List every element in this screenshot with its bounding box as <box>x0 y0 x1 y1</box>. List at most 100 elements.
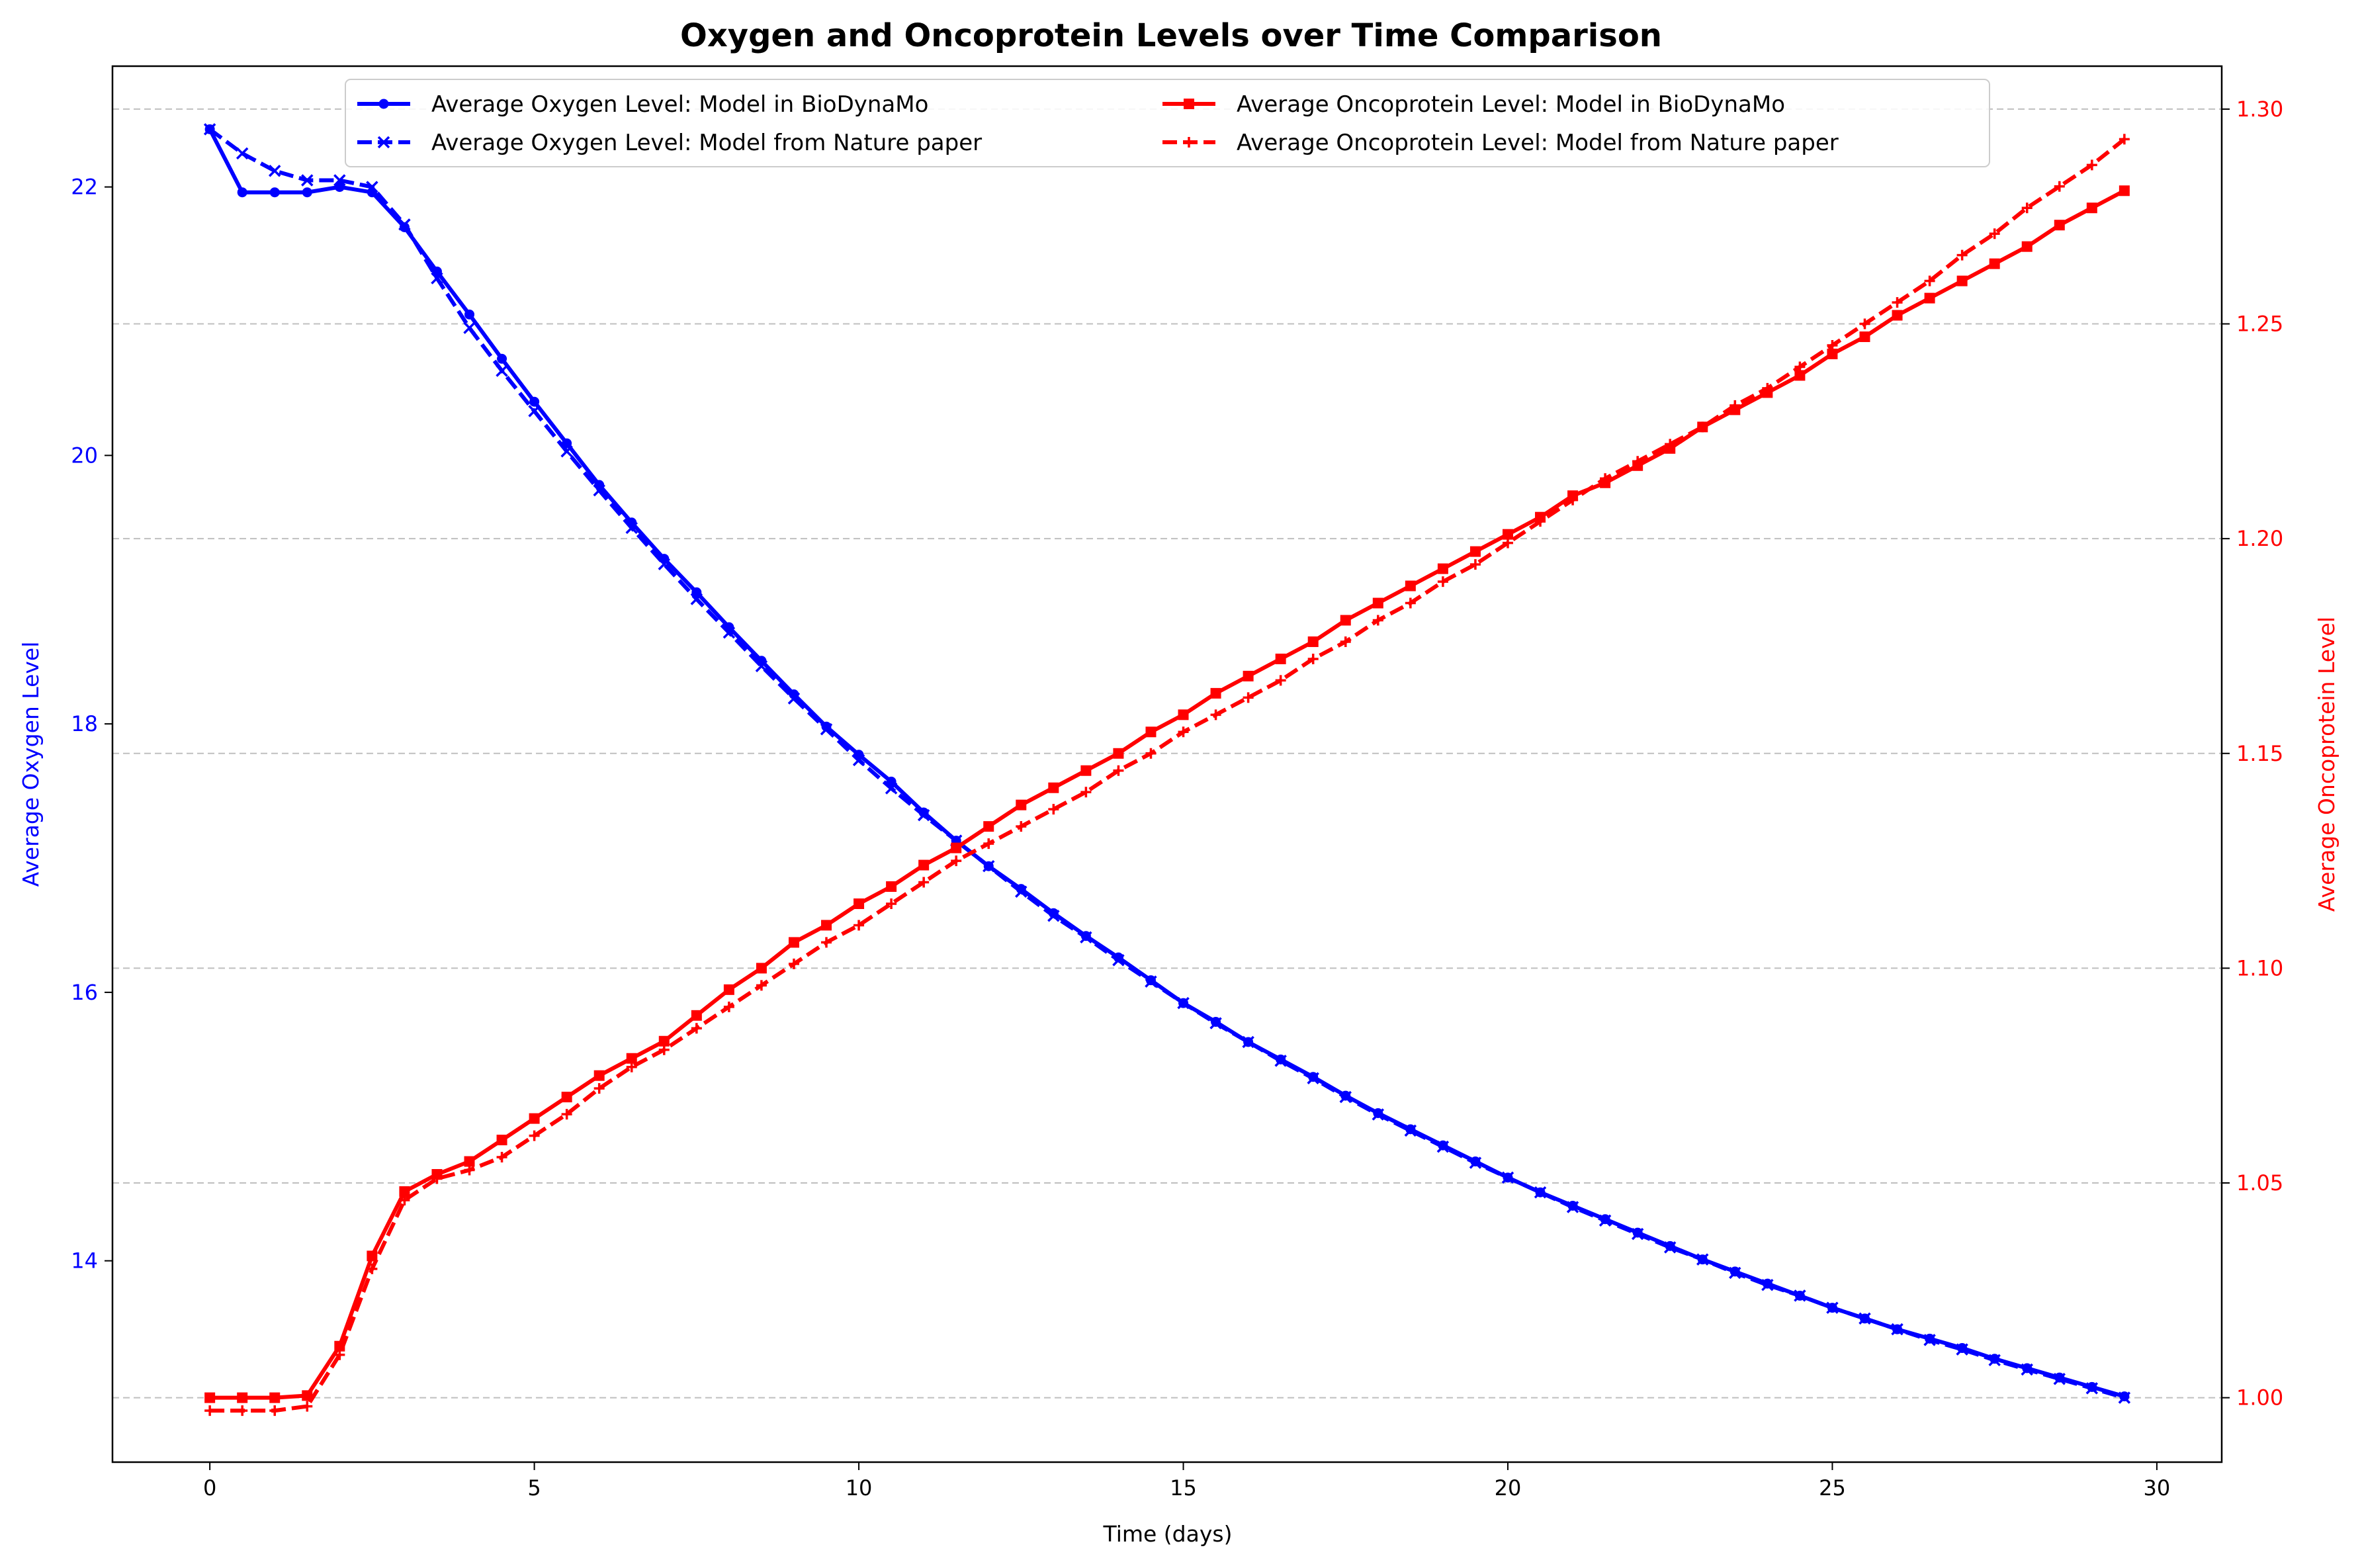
data-point <box>1436 1140 1450 1153</box>
data-point <box>1080 787 1092 798</box>
data-point <box>1243 692 1254 703</box>
series-line <box>210 189 2126 1400</box>
data-point <box>268 165 281 177</box>
data-point <box>1956 249 1968 261</box>
data-point <box>691 1023 702 1034</box>
x-axis-label: Time (days) <box>1103 1521 1233 1547</box>
legend-label: Average Oxygen Level: Model from Nature … <box>431 130 982 156</box>
data-point <box>2119 185 2130 196</box>
data-point <box>204 1405 216 1416</box>
data-point <box>1632 456 1643 467</box>
data-point <box>788 937 799 948</box>
data-point <box>236 147 249 160</box>
data-point <box>1859 318 1870 329</box>
data-point <box>561 1109 572 1120</box>
legend-marker <box>378 99 389 109</box>
legend-item-2: Average Oxygen Level: Model from Nature … <box>357 130 982 156</box>
y-right-tick-label: 1.05 <box>2236 1170 2283 1196</box>
data-point <box>333 174 346 187</box>
y-left-tick-label: 14 <box>71 1248 98 1274</box>
data-point <box>1924 275 1935 286</box>
data-point <box>1501 1171 1514 1184</box>
data-point <box>2054 181 2065 192</box>
x-tick-label: 15 <box>1170 1475 1197 1501</box>
x-tick-label: 10 <box>846 1475 873 1501</box>
legend-label: Average Oncoprotein Level: Model in BioD… <box>1237 91 1785 118</box>
data-point <box>1113 748 1124 759</box>
data-point <box>1274 1055 1287 1067</box>
data-point <box>1177 996 1190 1010</box>
data-point <box>1892 310 1903 321</box>
data-point <box>1956 1343 1968 1356</box>
data-point <box>1762 382 1773 394</box>
data-point <box>1631 1227 1644 1241</box>
data-point <box>367 1263 378 1274</box>
data-point <box>1405 580 1416 591</box>
data-point <box>1761 1278 1774 1291</box>
legend-item-1: Average Oxygen Level: Model in BioDynaMo <box>357 91 928 118</box>
data-point <box>496 1152 507 1163</box>
data-point <box>464 1156 475 1167</box>
data-point <box>302 187 312 198</box>
y-right-tick-label: 1.10 <box>2236 955 2283 980</box>
data-point <box>1826 1301 1839 1314</box>
y-right-tick-label: 1.00 <box>2236 1385 2283 1411</box>
data-point <box>886 898 897 909</box>
legend-marker <box>377 136 390 149</box>
data-point <box>852 754 865 767</box>
axes: 0 5 10 15 20 25 30 14 16 18 20 22 1.00 1.05 1.10 1.15 1.… <box>71 97 2283 1501</box>
plot-frame <box>111 65 2223 1463</box>
data-point <box>560 445 573 458</box>
data-point <box>983 859 995 873</box>
data-point <box>1794 361 1806 372</box>
series-layer <box>203 123 2131 1416</box>
data-point <box>269 187 280 198</box>
series-line <box>210 138 2126 1413</box>
data-point <box>593 1083 605 1094</box>
legend-box <box>345 79 1990 167</box>
legend: Average Oxygen Level: Model in BioDynaMo… <box>345 79 1990 167</box>
series-line <box>208 127 2125 1400</box>
data-point <box>1859 1312 1871 1325</box>
data-point <box>1113 765 1124 776</box>
data-point <box>1178 726 1189 738</box>
y-axis-right-label: Average Oncoprotein Level <box>2314 617 2340 912</box>
data-point <box>1697 421 1708 433</box>
data-point <box>302 1390 313 1401</box>
y-right-tick-label: 1.25 <box>2236 312 2283 337</box>
y-left-tick-label: 18 <box>71 711 98 736</box>
data-point <box>918 859 930 871</box>
data-point <box>302 1401 313 1412</box>
data-point <box>983 838 994 849</box>
data-point <box>820 723 833 736</box>
data-point <box>626 1061 637 1072</box>
legend-item-3: Average Oncoprotein Level: Model in BioD… <box>1162 91 1785 118</box>
data-point <box>367 1250 378 1262</box>
data-point <box>2053 1372 2066 1385</box>
data-point <box>691 1010 702 1021</box>
data-point <box>1892 297 1903 308</box>
data-point <box>2086 202 2097 214</box>
data-point <box>431 266 442 277</box>
data-point <box>886 881 897 893</box>
data-point <box>593 484 605 497</box>
y-right-tick-label: 1.20 <box>2236 526 2283 551</box>
data-point <box>334 182 345 193</box>
data-point <box>204 1392 216 1403</box>
data-point <box>951 842 962 853</box>
legend-item-4: Average Oncoprotein Level: Model from Na… <box>1162 130 1839 156</box>
data-point <box>1178 709 1189 720</box>
data-point <box>1048 782 1059 793</box>
data-point <box>1210 709 1221 720</box>
data-point <box>2086 159 2097 171</box>
data-point <box>1340 636 1351 647</box>
data-point <box>1275 675 1286 686</box>
data-point <box>529 1130 540 1141</box>
data-point <box>1145 975 1157 988</box>
data-point <box>1016 799 1027 810</box>
data-point <box>1859 331 1870 343</box>
legend-label: Average Oxygen Level: Model in BioDynaMo <box>431 91 928 118</box>
data-point <box>1566 1201 1579 1213</box>
data-point <box>1112 953 1125 967</box>
